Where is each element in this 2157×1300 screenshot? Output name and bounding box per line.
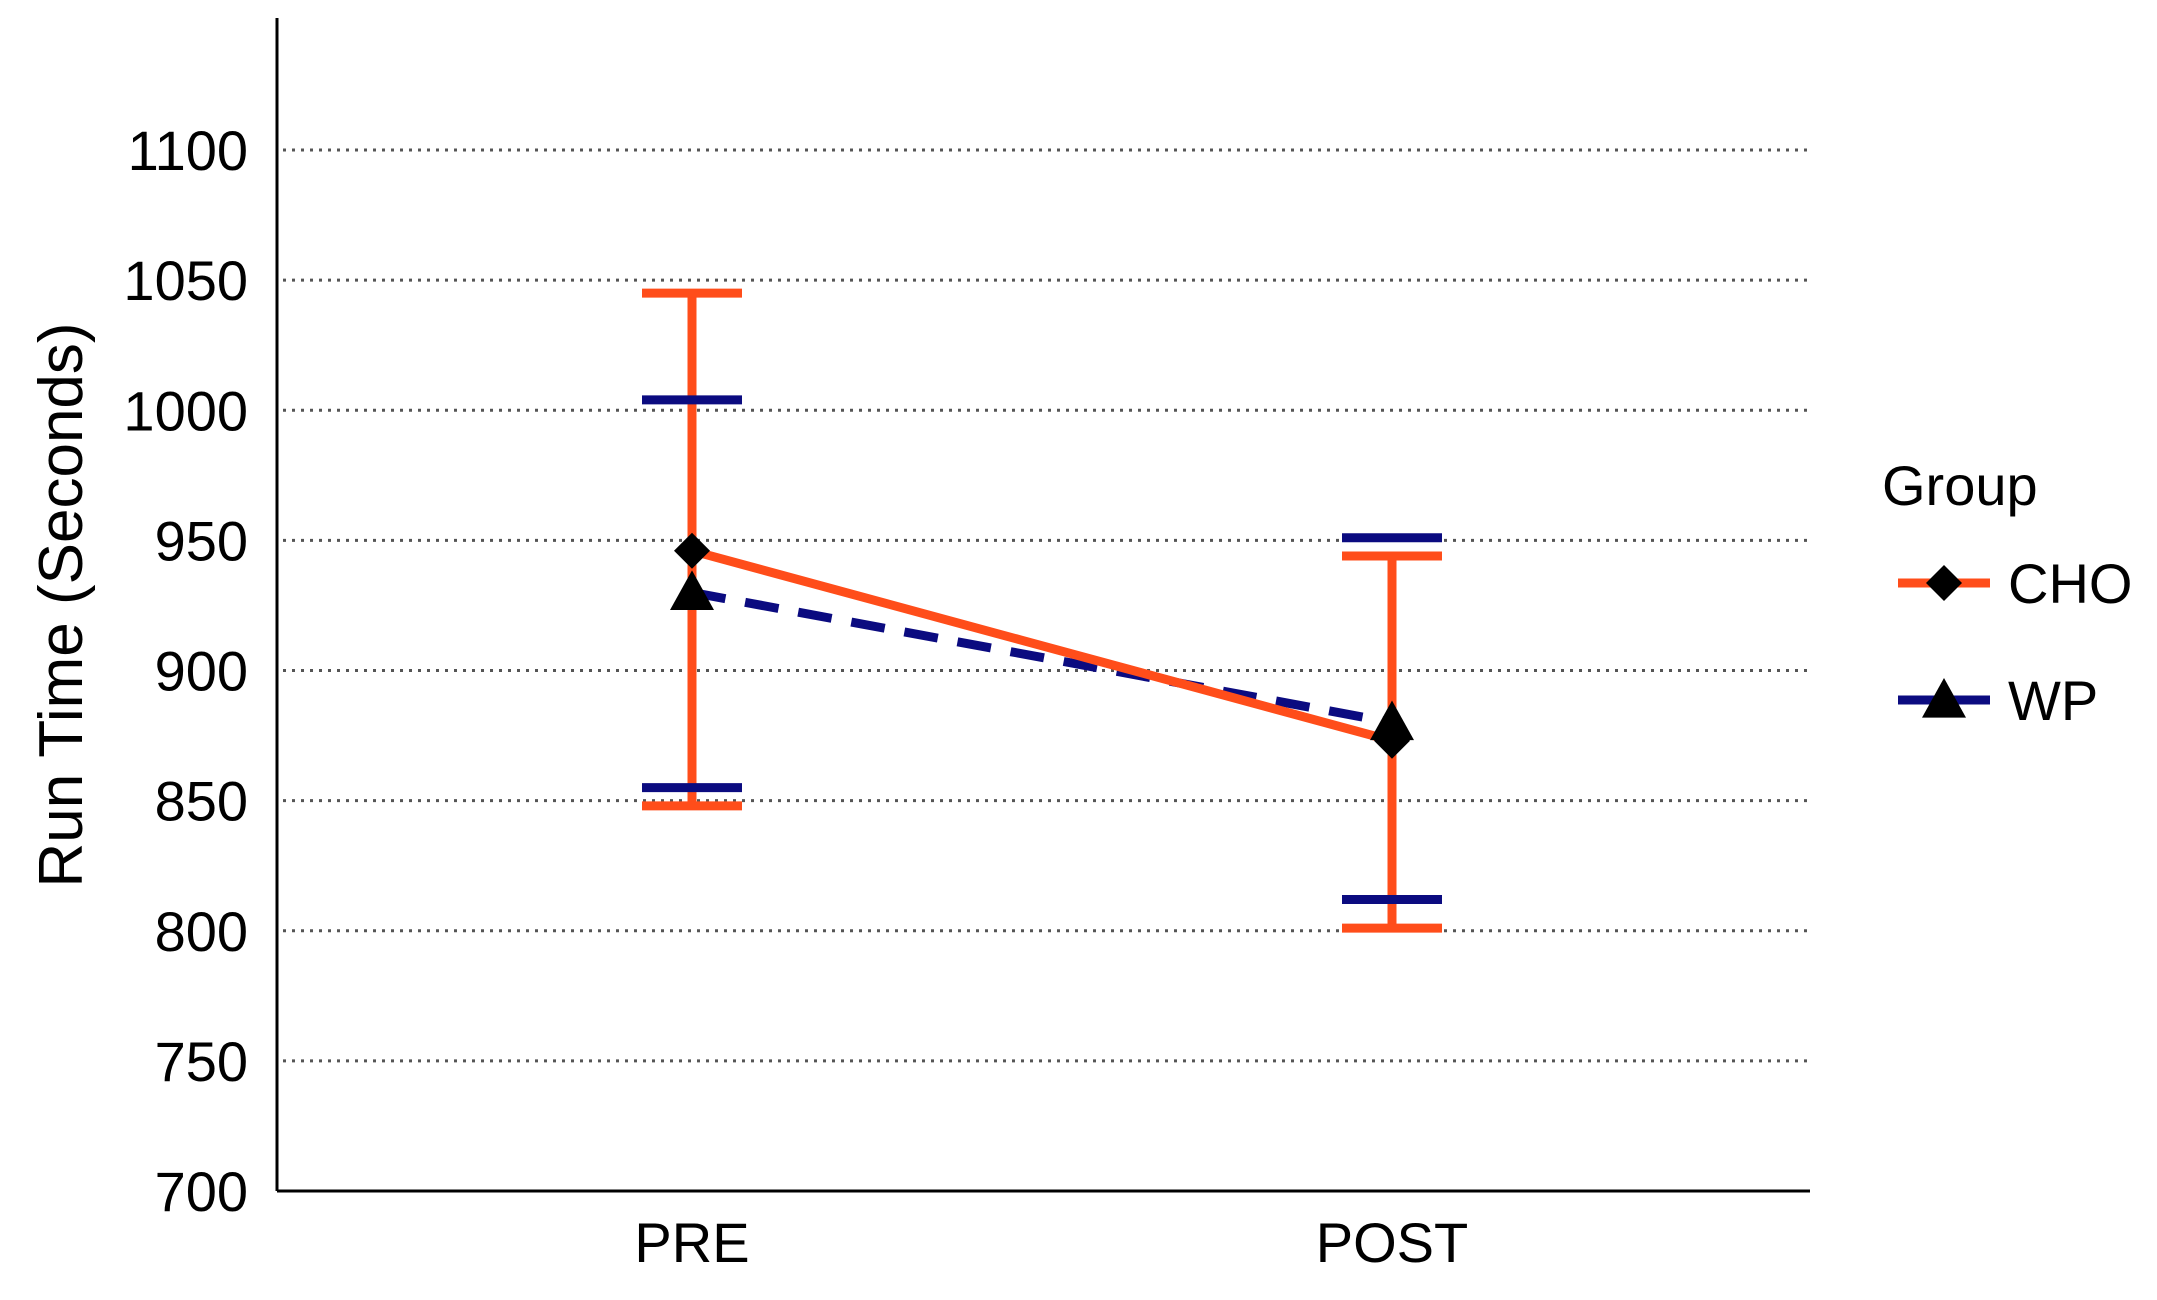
legend-item-wp: WP xyxy=(1898,669,2098,732)
legend-title: Group xyxy=(1882,454,2038,517)
legend: Group CHO WP xyxy=(1882,454,2132,732)
y-tick-label: 1000 xyxy=(123,379,248,442)
triangle-marker xyxy=(670,570,714,611)
y-tick-labels: 700 750 800 850 900 950 1000 1050 1100 xyxy=(123,119,248,1223)
y-tick-label: 850 xyxy=(155,770,248,833)
y-tick-label: 750 xyxy=(155,1030,248,1093)
series-cho-errorbars xyxy=(642,288,1442,933)
series-wp-markers xyxy=(670,570,1414,741)
triangle-marker xyxy=(1370,700,1414,741)
y-tick-label: 800 xyxy=(155,900,248,963)
legend-item-cho: CHO xyxy=(1898,552,2132,615)
series-line-cho xyxy=(690,546,1394,746)
series-wp-errorbars xyxy=(642,395,1442,905)
series xyxy=(642,288,1442,933)
gridlines xyxy=(283,148,1810,1063)
axes xyxy=(275,18,1810,1193)
y-tick-label: 900 xyxy=(155,640,248,703)
x-tick-labels: PRE POST xyxy=(634,1211,1468,1274)
x-tick-label: POST xyxy=(1316,1211,1468,1274)
y-tick-label: 950 xyxy=(155,509,248,572)
series-line-wp xyxy=(691,588,1393,727)
y-tick-label: 1100 xyxy=(128,119,248,182)
diamond-marker xyxy=(674,532,710,569)
y-tick-label: 700 xyxy=(155,1160,248,1223)
legend-label: CHO xyxy=(2008,552,2132,615)
triangle-marker xyxy=(1922,678,1966,718)
y-tick-label: 1050 xyxy=(123,249,248,312)
legend-label: WP xyxy=(2008,669,2098,732)
x-tick-label: PRE xyxy=(634,1211,749,1274)
diamond-marker xyxy=(1926,565,1962,601)
y-axis-title: Run Time (Seconds) xyxy=(27,322,96,887)
